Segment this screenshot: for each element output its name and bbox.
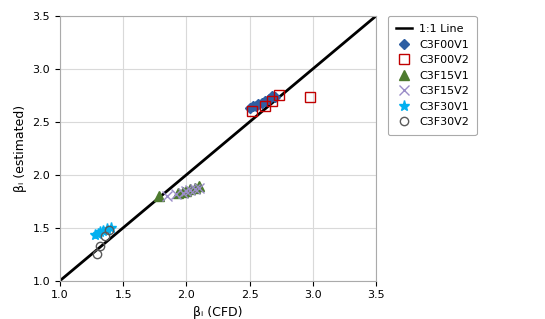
X-axis label: βᵢ (CFD): βᵢ (CFD) (193, 306, 243, 319)
C3F30V1 (100, 229, 106, 233)
C3F00V2 (249, 109, 256, 113)
C3F30V2 (93, 252, 100, 256)
C3F00V1 (269, 94, 276, 98)
C3F15V1 (183, 189, 190, 193)
C3F00V1 (271, 96, 278, 100)
C3F30V2 (106, 228, 112, 232)
C3F15V1 (187, 187, 193, 190)
C3F30V2 (102, 234, 109, 238)
C3F00V1 (259, 101, 265, 105)
C3F00V2 (262, 104, 268, 108)
C3F15V2 (183, 189, 190, 193)
C3F00V2 (269, 99, 276, 103)
C3F15V2 (164, 194, 171, 198)
C3F00V2 (307, 96, 313, 100)
C3F00V1 (246, 106, 253, 110)
C3F30V1 (104, 227, 110, 231)
Legend: 1:1 Line, C3F00V1, C3F00V2, C3F15V1, C3F15V2, C3F30V1, C3F30V2: 1:1 Line, C3F00V1, C3F00V2, C3F15V1, C3F… (388, 16, 477, 135)
C3F15V1 (179, 190, 186, 194)
C3F15V1 (196, 185, 202, 189)
C3F00V1 (250, 104, 257, 108)
C3F30V1 (107, 226, 114, 230)
C3F00V2 (275, 93, 282, 97)
C3F30V1 (95, 232, 101, 236)
C3F00V1 (253, 104, 259, 108)
Y-axis label: βᵢ (estimated): βᵢ (estimated) (14, 105, 27, 192)
C3F15V1 (192, 186, 198, 189)
Line: C3F00V1: C3F00V1 (246, 93, 278, 112)
C3F15V2 (187, 188, 193, 191)
Line: C3F30V2: C3F30V2 (93, 226, 113, 258)
C3F15V2 (173, 192, 179, 196)
Line: C3F00V2: C3F00V2 (247, 91, 315, 116)
C3F30V2 (97, 244, 104, 248)
C3F30V1 (92, 233, 99, 237)
Line: C3F30V1: C3F30V1 (90, 222, 116, 241)
Line: C3F15V1: C3F15V1 (154, 182, 204, 201)
C3F00V1 (255, 102, 262, 106)
C3F00V1 (265, 97, 272, 100)
C3F15V2 (179, 191, 186, 195)
C3F15V2 (196, 186, 202, 189)
C3F15V1 (155, 194, 162, 198)
C3F00V1 (262, 99, 268, 103)
C3F15V2 (192, 187, 198, 190)
C3F15V1 (174, 191, 181, 195)
C3F30V1 (97, 230, 104, 234)
Line: C3F15V2: C3F15V2 (162, 183, 204, 201)
